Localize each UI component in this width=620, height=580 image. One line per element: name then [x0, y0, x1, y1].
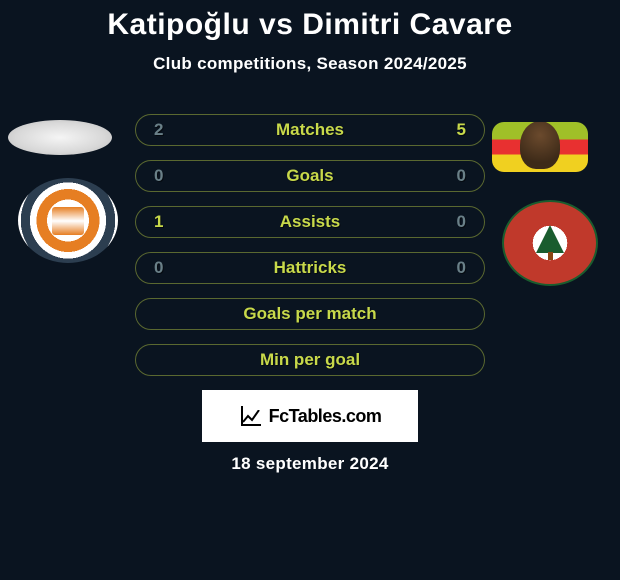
stat-label: Goals per match	[243, 304, 376, 324]
comparison-infographic: Katipoğlu vs Dimitri Cavare Club competi…	[0, 0, 620, 580]
stat-row: 0 Goals 0	[135, 160, 485, 192]
stats-column: 2 Matches 5 0 Goals 0 1 Assists 0 0 Hattricks 0 Goal…	[135, 114, 485, 376]
stat-left-value: 0	[154, 258, 184, 278]
page-title: Katipoğlu vs Dimitri Cavare	[107, 8, 512, 42]
stat-label: Goals	[286, 166, 333, 186]
logo-box: FcTables.com	[202, 390, 418, 442]
stat-right-value: 0	[436, 212, 466, 232]
stat-label: Min per goal	[260, 350, 360, 370]
stat-left-value: 1	[154, 212, 184, 232]
chart-icon	[239, 404, 263, 428]
stat-label: Matches	[276, 120, 344, 140]
stat-row: 2 Matches 5	[135, 114, 485, 146]
stat-label: Hattricks	[274, 258, 347, 278]
logo-text: FcTables.com	[269, 406, 382, 427]
stats-panel: 2 Matches 5 0 Goals 0 1 Assists 0 0 Hattricks 0 Goal…	[0, 114, 620, 376]
stat-row: Min per goal	[135, 344, 485, 376]
subtitle: Club competitions, Season 2024/2025	[153, 54, 467, 74]
stat-label: Assists	[280, 212, 340, 232]
stat-left-value: 2	[154, 120, 184, 140]
stat-right-value: 0	[436, 166, 466, 186]
stat-right-value: 0	[436, 258, 466, 278]
date-text: 18 september 2024	[231, 454, 388, 474]
stat-right-value: 5	[436, 120, 466, 140]
stat-row: 1 Assists 0	[135, 206, 485, 238]
stat-row: 0 Hattricks 0	[135, 252, 485, 284]
stat-row: Goals per match	[135, 298, 485, 330]
stat-left-value: 0	[154, 166, 184, 186]
